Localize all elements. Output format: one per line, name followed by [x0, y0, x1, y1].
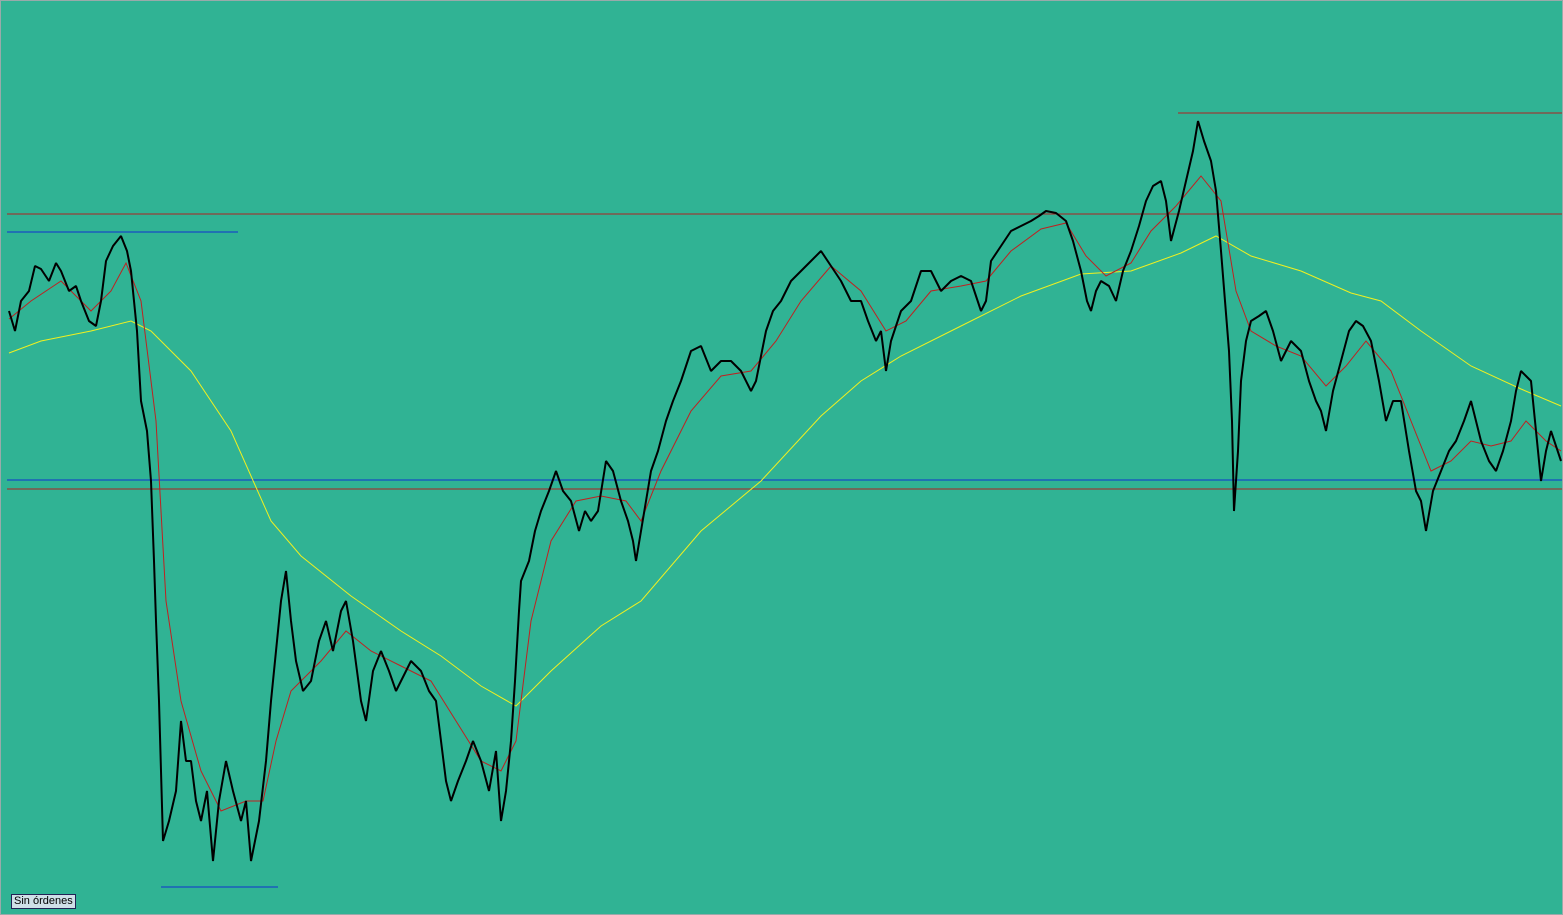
price-series — [8, 120, 1562, 862]
fast-moving-average — [8, 175, 1562, 812]
status-label: Sin órdenes — [11, 894, 76, 909]
slow-moving-average — [8, 235, 1562, 707]
